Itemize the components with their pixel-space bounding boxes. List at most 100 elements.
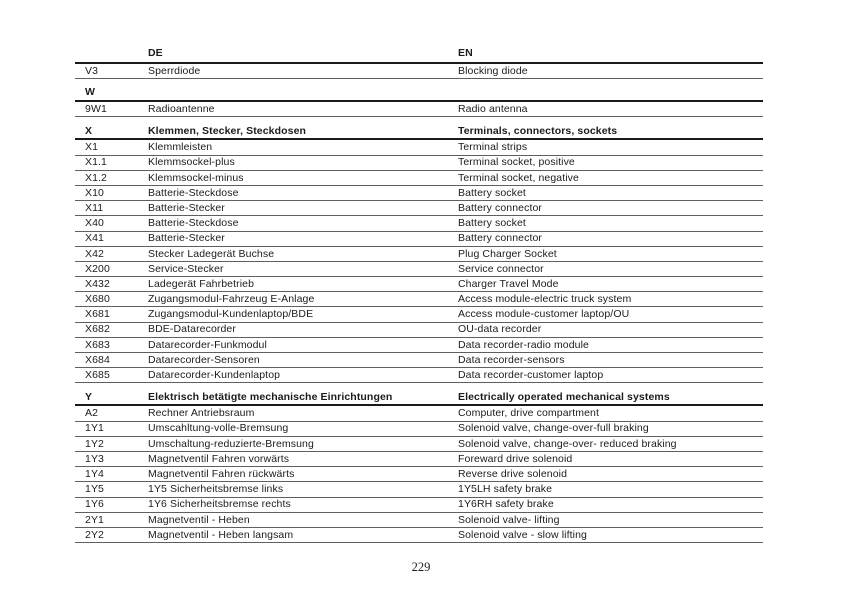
table-row: 1Y1 Umscahltung-volle-Bremsung Solenoid va… — [75, 422, 763, 437]
row-de: Zugangsmodul-Fahrzeug E-Anlage — [148, 293, 315, 306]
table-row: X432 Ladegerät Fahrbetrieb Charger Travel … — [75, 277, 763, 293]
row-en: Access module-electric truck system — [458, 293, 632, 306]
section-header-row: W — [75, 79, 763, 103]
table-row: 9W1 Radioantenne Radio antenna — [75, 102, 763, 118]
row-code: X680 — [85, 293, 110, 306]
row-code: V3 — [85, 64, 99, 77]
row-en: Access module-customer laptop/OU — [458, 308, 630, 321]
section-title-en: Terminals, connectors, sockets — [458, 124, 618, 137]
row-en: Charger Travel Mode — [458, 277, 559, 290]
row-code: 1Y4 — [85, 467, 104, 480]
row-en: Terminal strips — [458, 141, 528, 154]
row-de: Sperrdiode — [148, 64, 201, 77]
row-code: X10 — [85, 186, 104, 199]
row-en: OU-data recorder — [458, 323, 542, 336]
row-code: X11 — [85, 201, 104, 214]
row-de: 1Y5 Sicherheitsbremse links — [148, 483, 284, 496]
row-de: Magnetventil Fahren vorwärts — [148, 452, 290, 465]
row-de: Rechner Antriebsraum — [148, 407, 255, 420]
row-code: X683 — [85, 338, 110, 351]
row-en: Solenoid valve, change-over- reduced bra… — [458, 437, 677, 450]
column-header-en: EN — [458, 46, 473, 59]
row-code: X200 — [85, 262, 110, 275]
row-en: Blocking diode — [458, 64, 528, 77]
row-code: X1 — [85, 141, 99, 154]
row-code: 1Y5 — [85, 483, 104, 496]
table-sections: V3 Sperrdiode Blocking diode W 9W1 Radioanten… — [75, 64, 763, 544]
table-row: 1Y5 1Y5 Sicherheitsbremse links 1Y5LH safe… — [75, 482, 763, 498]
row-code: 1Y1 — [85, 422, 104, 435]
row-en: Battery socket — [458, 186, 526, 199]
section-code: X — [85, 124, 93, 137]
row-code: A2 — [85, 407, 99, 420]
row-de: Magnetventil - Heben — [148, 513, 250, 526]
row-en: Battery connector — [458, 232, 542, 245]
table-row: 2Y1 Magnetventil - Heben Solenoid valve- l… — [75, 513, 763, 528]
row-en: Reverse drive solenoid — [458, 467, 568, 480]
table-row: X41 Batterie-Stecker Battery connector — [75, 232, 763, 247]
table-row: X685 Datarecorder-Kundenlaptop Data record… — [75, 368, 763, 384]
section-title-en: Electrically operated mechanical systems — [458, 390, 670, 403]
row-de: Zugangsmodul-Kundenlaptop/BDE — [148, 308, 314, 321]
row-en: Solenoid valve- lifting — [458, 513, 560, 526]
row-en: Terminal socket, positive — [458, 156, 575, 169]
row-code: X41 — [85, 232, 104, 245]
table-row: A2 Rechner Antriebsraum Computer, drive co… — [75, 406, 763, 422]
table-row: X684 Datarecorder-Sensoren Data recorder-s… — [75, 353, 763, 369]
row-code: X684 — [85, 353, 110, 366]
row-code: 1Y2 — [85, 437, 104, 450]
table-row: 2Y2 Magnetventil - Heben langsam Solenoid … — [75, 528, 763, 544]
table-row: 1Y3 Magnetventil Fahren vorwärts Foreward … — [75, 452, 763, 468]
row-en: Solenoid valve, change-over-full braking — [458, 422, 649, 435]
row-de: Batterie-Stecker — [148, 201, 225, 214]
row-code: X1.1 — [85, 156, 107, 169]
row-en: Battery connector — [458, 201, 542, 214]
row-en: 1Y5LH safety brake — [458, 483, 553, 496]
row-en: Service connector — [458, 262, 544, 275]
row-en: 1Y6RH safety brake — [458, 498, 554, 511]
row-code: X40 — [85, 217, 104, 230]
row-de: Klemmleisten — [148, 141, 213, 154]
row-en: Data recorder-radio module — [458, 338, 589, 351]
row-de: Batterie-Steckdose — [148, 217, 239, 230]
row-de: Batterie-Steckdose — [148, 186, 239, 199]
table-row: X42 Stecker Ladegerät Buchse Plug Charger … — [75, 247, 763, 262]
table-row: X40 Batterie-Steckdose Battery socket — [75, 216, 763, 232]
section-header-row: X Klemmen, Stecker, Steckdosen Terminals, … — [75, 117, 763, 141]
row-de: BDE-Datarecorder — [148, 323, 236, 336]
table-row: X682 BDE-Datarecorder OU-data recorder — [75, 323, 763, 338]
row-code: X1.2 — [85, 171, 107, 184]
section-code: Y — [85, 390, 93, 403]
row-en: Computer, drive compartment — [458, 407, 600, 420]
table-row: 1Y6 1Y6 Sicherheitsbremse rechts 1Y6RH saf… — [75, 498, 763, 513]
table-row: V3 Sperrdiode Blocking diode — [75, 64, 763, 80]
row-de: Datarecorder-Kundenlaptop — [148, 369, 281, 382]
section-code: W — [85, 86, 96, 99]
table-row: X681 Zugangsmodul-Kundenlaptop/BDE Access … — [75, 307, 763, 323]
row-de: Batterie-Stecker — [148, 232, 225, 245]
row-de: Service-Stecker — [148, 262, 224, 275]
row-de: Datarecorder-Sensoren — [148, 353, 260, 366]
row-de: Datarecorder-Funkmodul — [148, 338, 267, 351]
row-code: 2Y2 — [85, 528, 104, 541]
table-row: X683 Datarecorder-Funkmodul Data recorder-… — [75, 338, 763, 353]
row-de: Umscahltung-volle-Bremsung — [148, 422, 289, 435]
row-de: Umschaltung-reduzierte-Bremsung — [148, 437, 314, 450]
section-title-de: Elektrisch betätigte mechanische Einrich… — [148, 390, 393, 403]
row-de: 1Y6 Sicherheitsbremse rechts — [148, 498, 291, 511]
row-en: Data recorder-sensors — [458, 353, 565, 366]
table-row: X11 Batterie-Stecker Battery connector — [75, 201, 763, 217]
row-de: Radioantenne — [148, 103, 215, 116]
row-code: X681 — [85, 308, 110, 321]
row-code: X42 — [85, 247, 104, 260]
table-column-header-row: DE EN — [75, 44, 763, 64]
row-code: X682 — [85, 323, 110, 336]
section-title-de: Klemmen, Stecker, Steckdosen — [148, 124, 307, 137]
table-row: X680 Zugangsmodul-Fahrzeug E-Anlage Access… — [75, 292, 763, 308]
row-en: Foreward drive solenoid — [458, 452, 573, 465]
row-en: Battery socket — [458, 217, 526, 230]
table-row: X1 Klemmleisten Terminal strips — [75, 140, 763, 156]
row-code: 1Y6 — [85, 498, 104, 511]
row-code: 2Y1 — [85, 513, 104, 526]
